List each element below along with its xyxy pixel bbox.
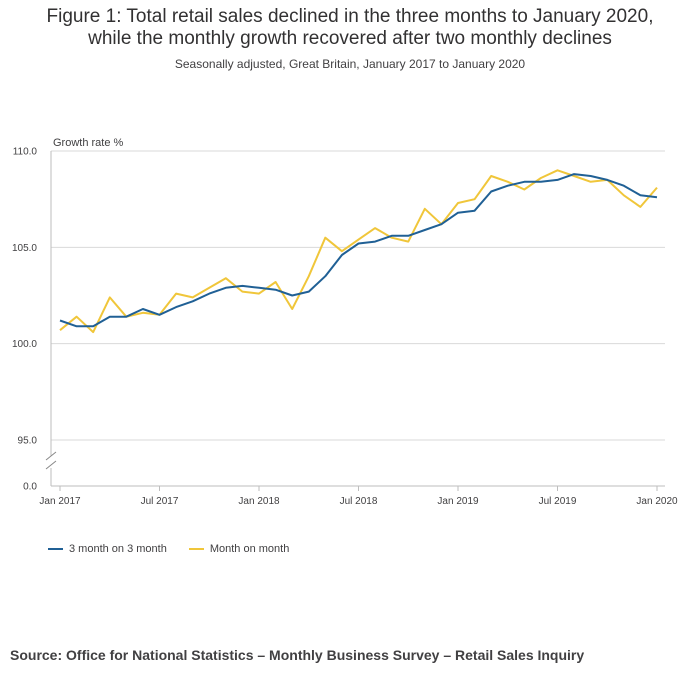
x-tick-label: Jul 2017 xyxy=(141,496,179,507)
source-note: Source: Office for National Statistics –… xyxy=(10,647,585,663)
x-tick-label: Jan 2020 xyxy=(636,496,678,507)
legend-swatch-month-on-month xyxy=(188,548,204,550)
series-line-three-month xyxy=(59,173,658,328)
chart-title-line-1: Figure 1: Total retail sales declined in… xyxy=(46,6,654,27)
legend-item-three-month: 3 month on 3 month xyxy=(48,543,167,555)
legend-swatch-three-month xyxy=(48,548,63,550)
legend-item-month-on-month: Month on month xyxy=(188,543,290,555)
y-tick-label: 100.0 xyxy=(12,339,37,350)
axis-break-mark xyxy=(45,451,57,461)
series-line-month-on-month xyxy=(59,169,658,334)
legend: 3 month on 3 month Month on month xyxy=(48,543,289,555)
y-tick-label: 105.0 xyxy=(12,243,37,254)
y-tick-label: 0.0 xyxy=(23,482,37,493)
axis-break-mark xyxy=(45,460,57,470)
x-tick-label: Jul 2018 xyxy=(340,496,378,507)
x-tick-label: Jan 2018 xyxy=(238,496,280,507)
line-chart: 110.0 105.0 100.0 95.0 0.0 Growth rate % Jan 2… xyxy=(12,137,678,507)
x-tick-label: Jan 2017 xyxy=(39,496,81,507)
chart-title: Figure 1: Total retail sales declined in… xyxy=(0,6,700,50)
chart-subtitle: Seasonally adjusted, Great Britain, Janu… xyxy=(174,57,526,71)
y-axis-label: Growth rate % xyxy=(53,137,124,149)
y-tick-label: 110.0 xyxy=(13,147,38,158)
legend-label-three-month: 3 month on 3 month xyxy=(69,543,167,555)
legend-label-month-on-month: Month on month xyxy=(209,543,290,555)
y-tick-label: 95.0 xyxy=(18,436,38,447)
x-tick-label: Jul 2019 xyxy=(539,496,577,507)
chart-title-line-2: while the monthly growth recovered after… xyxy=(88,28,612,49)
x-tick-label: Jan 2019 xyxy=(437,496,479,507)
